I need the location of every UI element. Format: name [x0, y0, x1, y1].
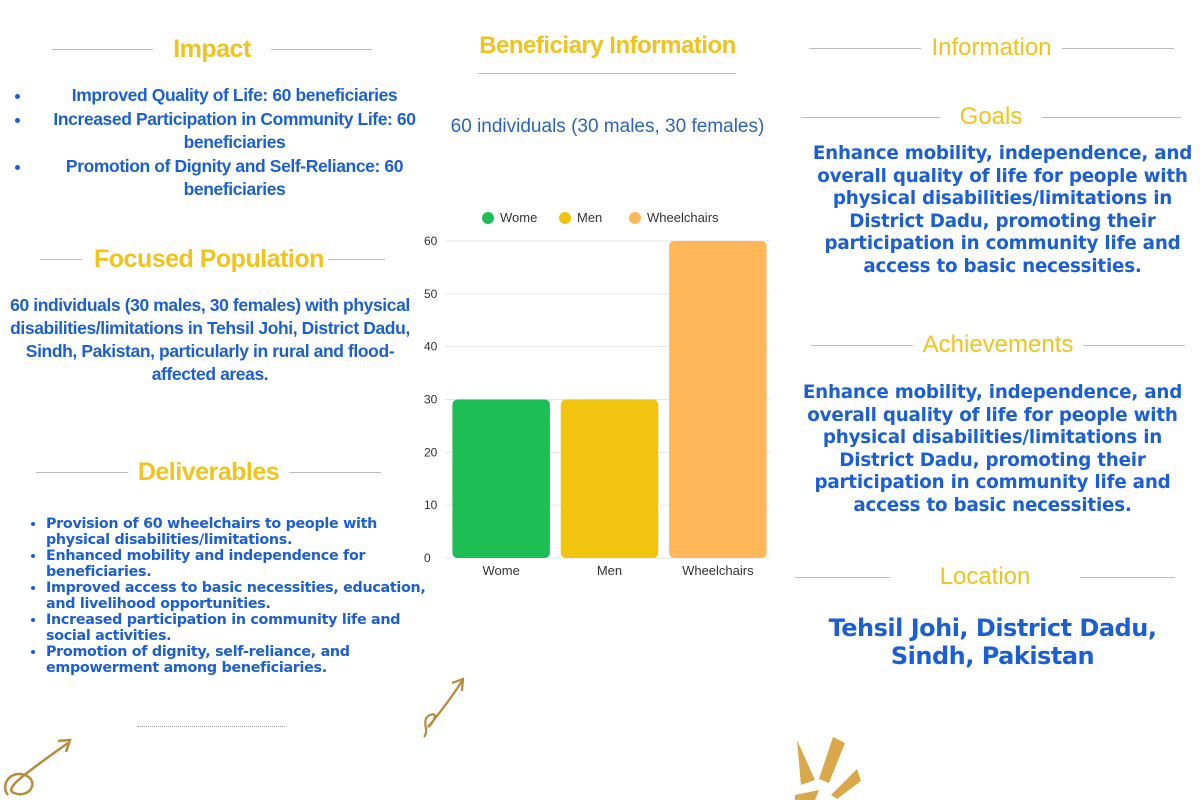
x-tick-label: Men — [597, 563, 622, 578]
deliverables-list: Provision of 60 wheelchairs to people wi… — [26, 516, 426, 676]
divider — [52, 49, 154, 50]
goals-heading-row: Goals — [801, 103, 1182, 131]
deliverable-item: Improved access to basic necessities, ed… — [46, 580, 426, 612]
divider — [270, 49, 372, 50]
legend-label: Wheelchairs — [647, 210, 719, 225]
y-tick-label: 50 — [424, 287, 438, 301]
impact-heading-row: Impact — [52, 35, 372, 64]
divider — [811, 344, 913, 346]
legend-marker — [482, 212, 494, 224]
deliverable-item: Promotion of dignity, self-reliance, and… — [46, 644, 426, 676]
information-title: Information — [931, 34, 1052, 61]
arrow-doodle-icon — [3, 738, 72, 796]
divider — [809, 47, 922, 49]
bar — [452, 399, 550, 558]
y-tick-label: 30 — [424, 393, 438, 407]
y-tick-label: 0 — [424, 551, 431, 565]
achievements-heading-row: Achievements — [811, 331, 1185, 359]
achievements-text: Enhance mobility, independence, and over… — [802, 382, 1183, 516]
dotted-divider — [137, 726, 285, 727]
bar-chart: 0 10 20 30 40 50 60 Wome Men Wheelchairs Wome Men Wh… — [424, 210, 770, 578]
focused-population-title: Focused Population — [94, 245, 324, 273]
x-tick-label: Wheelchairs — [682, 563, 754, 578]
location-heading-row: Location — [795, 563, 1175, 591]
beneficiary-subtitle: 60 individuals (30 males, 30 females) — [450, 116, 765, 137]
impact-item: Promotion of Dignity and Self-Reliance: … — [32, 155, 437, 202]
deliverable-item: Provision of 60 wheelchairs to people wi… — [46, 516, 426, 548]
divider — [1080, 576, 1175, 578]
deliverables-title: Deliverables — [137, 458, 280, 486]
achievements-title: Achievements — [922, 331, 1074, 358]
divider — [40, 259, 82, 260]
impact-title: Impact — [173, 35, 251, 63]
y-tick-label: 10 — [424, 498, 438, 512]
deliverables-heading-row: Deliverables — [36, 458, 382, 487]
bar — [560, 399, 659, 558]
legend-marker — [629, 212, 641, 224]
divider — [478, 73, 736, 74]
legend-label: Wome — [500, 210, 537, 225]
deliverable-item: Increased participation in community lif… — [46, 612, 426, 644]
divider — [1061, 47, 1174, 49]
divider — [1083, 344, 1185, 346]
impact-item: Increased Participation in Community Lif… — [32, 108, 437, 155]
divider — [36, 472, 128, 473]
location-title: Location — [939, 563, 1031, 590]
divider — [289, 472, 382, 473]
sunburst-doodle-icon — [795, 737, 861, 800]
bar — [669, 241, 767, 558]
divider — [327, 259, 385, 260]
y-tick-label: 20 — [424, 445, 438, 459]
y-tick-label: 60 — [424, 234, 438, 248]
y-tick-label: 40 — [424, 340, 438, 354]
divider — [801, 116, 940, 118]
impact-item: Improved Quality of Life: 60 beneficiari… — [32, 84, 437, 108]
impact-list: Improved Quality of Life: 60 beneficiari… — [10, 84, 437, 202]
legend-label: Men — [577, 210, 602, 225]
x-tick-label: Wome — [483, 563, 520, 578]
divider — [795, 576, 890, 578]
divider — [1042, 116, 1182, 118]
legend-marker — [559, 212, 571, 224]
goals-text: Enhance mobility, independence, and over… — [812, 143, 1193, 277]
left-column: Impact Improved Quality of Life: 60 bene… — [0, 0, 426, 800]
focused-population-heading-row: Focused Population — [40, 245, 385, 274]
middle-column: Beneficiary Information 60 individuals (… — [420, 0, 800, 800]
information-heading-row: Information — [809, 34, 1174, 62]
focused-population-text: 60 individuals (30 males, 30 females) wi… — [10, 295, 410, 384]
beneficiary-title: Beneficiary Information — [479, 32, 736, 59]
location-text: Tehsil Johi, District Dadu, Sindh, Pakis… — [828, 614, 1157, 670]
deliverable-item: Enhanced mobility and independence for b… — [46, 548, 426, 580]
arrow-doodle-icon — [423, 677, 465, 738]
right-column: Information Goals Enhance mobility, inde… — [795, 0, 1200, 800]
goals-title: Goals — [959, 103, 1023, 130]
